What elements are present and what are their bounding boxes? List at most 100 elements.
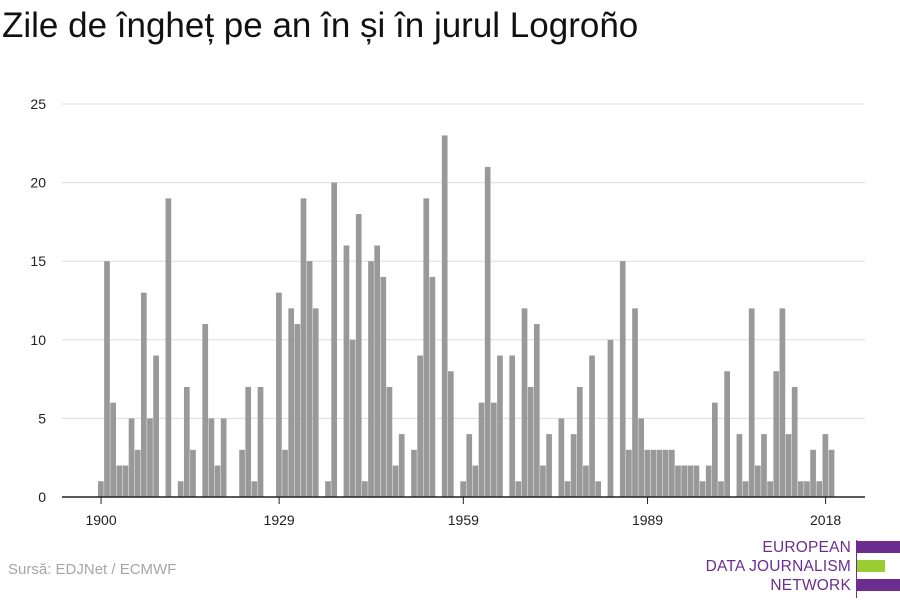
bar-1933 [300,198,307,497]
bar-1981 [595,481,602,497]
y-tick-label-20: 20 [30,175,46,191]
bar-1914 [183,386,190,497]
bar-1983 [607,339,614,497]
bar-1969 [521,308,528,497]
bar-1923 [239,449,245,497]
bar-1995 [681,465,687,497]
bar-1934 [306,261,313,497]
bar-1992 [662,449,669,497]
y-tick-label-5: 5 [38,410,46,426]
bar-1956 [441,135,448,497]
logo-line-network: NETWORK [770,577,851,594]
bar-1990 [650,449,657,497]
bar-1938 [331,182,338,497]
y-tick-label-10: 10 [30,332,46,348]
x-tick-label-2018: 2018 [810,512,841,528]
edjnet-logo: EUROPEAN DATA JOURNALISM NETWORK [700,538,900,600]
bar-1940 [343,245,350,497]
y-tick-label-0: 0 [38,489,46,505]
bar-2004 [736,434,743,497]
bar-2001 [718,481,724,497]
bar-1957 [447,371,454,497]
bar-1941 [349,339,356,497]
bar-1930 [282,449,288,497]
bar-2016 [810,449,816,497]
bar-1996 [687,465,694,497]
gridlines [62,103,865,419]
x-tick-label-1989: 1989 [632,512,663,528]
bar-2012 [785,434,792,497]
bar-1906 [134,449,141,497]
bar-1988 [638,418,645,497]
bar-2000 [712,402,718,497]
bar-2005 [742,481,749,497]
bar-2013 [791,386,798,497]
bar-1968 [515,481,522,497]
bar-1965 [497,355,503,497]
bar-2019 [828,449,835,497]
bar-1979 [583,465,589,497]
bar-1971 [533,324,540,497]
bar-1902 [110,402,116,497]
bar-1926 [257,386,264,497]
logo-line-data-journalism: DATA JOURNALISM [705,558,851,575]
bar-1986 [626,449,632,497]
bar-1947 [386,386,393,497]
bar-1960 [466,434,473,497]
bar-1964 [490,402,497,497]
bar-1915 [190,449,196,497]
bar-1931 [288,308,295,497]
bar-1943 [362,481,368,497]
bar-1977 [570,434,577,497]
bar-1908 [147,418,153,497]
bar-1918 [208,418,215,497]
bar-2007 [754,465,761,497]
bar-1924 [245,386,252,497]
y-tick-label-15: 15 [30,253,46,269]
bar-1917 [202,324,209,497]
bar-1993 [669,449,675,497]
bar-1975 [558,418,565,497]
bar-2018 [822,434,829,497]
bar-2015 [804,481,810,497]
bar-2011 [779,308,786,497]
bar-1972 [540,465,546,497]
bar-1932 [294,324,301,497]
bar-1991 [656,449,663,497]
bar-1953 [423,198,430,497]
bar-1920 [220,418,227,497]
logo-purple-bar-top [857,541,900,553]
bar-1905 [128,418,135,497]
bar-1901 [104,261,110,497]
bar-1976 [564,481,571,497]
bar-1951 [411,449,417,497]
bar-1978 [576,386,583,497]
bar-2002 [724,371,730,497]
frost-days-bar-chart: 0 5 10 15 20 25 1900 1929 1959 1989 2018 [30,96,865,528]
bar-1970 [527,386,534,497]
bar-2009 [767,481,773,497]
source-note: Sursă: EDJNet / ECMWF [8,561,177,578]
bar-1935 [312,308,319,497]
bar-1999 [705,465,712,497]
bar-1973 [546,434,552,497]
chart-title: Zile de îngheț pe an în și în jurul Logr… [2,6,639,45]
bar-1911 [165,198,172,497]
bar-1963 [484,166,491,497]
bar-2014 [797,481,804,497]
bar-1989 [644,449,651,497]
logo-green-bar [857,560,885,572]
bar-1904 [122,465,129,497]
bar-2008 [761,434,767,497]
bar-1948 [392,465,399,497]
bar-1903 [116,465,123,497]
bar-1900 [98,481,104,497]
bars [98,135,835,498]
bar-1907 [140,292,147,497]
bar-1945 [374,245,380,497]
y-tick-label-25: 25 [30,96,46,112]
bar-1961 [472,465,479,497]
logo-divider [856,540,857,598]
bar-2006 [748,308,755,497]
bar-1998 [699,481,706,497]
